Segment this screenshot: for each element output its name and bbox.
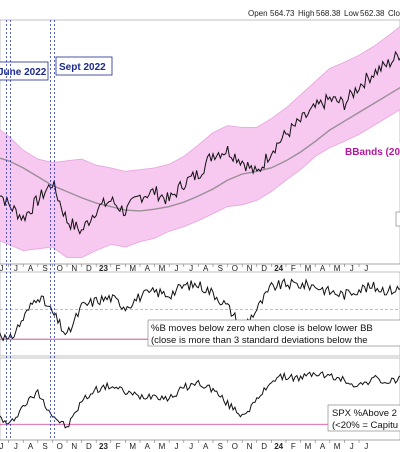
x-tick-label: S — [218, 264, 223, 273]
price-x-ticks: J J A S O N D 23 F M A M J J A S O N D 24 F M A M J J — [0, 264, 368, 273]
sept-2022-box — [55, 56, 113, 76]
pct-above-note-box — [327, 404, 400, 432]
x-tick-label: D — [86, 442, 92, 451]
x-tick-label: J — [0, 264, 3, 273]
percent-b-note-line-1: %B moves below zero when close is below … — [151, 323, 373, 334]
x-tick-label: 23 — [99, 442, 108, 451]
x-tick-label: M — [334, 442, 341, 451]
ohlc-low-value: 562.38 — [360, 9, 385, 18]
ohlc-high-label: High — [298, 9, 314, 18]
ohlc-open-value: 564.73 — [270, 9, 295, 18]
bbands-lower-line — [0, 109, 400, 258]
bbands-label-bg — [342, 143, 400, 159]
ohlc-close-label: Clo — [388, 9, 400, 18]
x-tick-label: F — [116, 264, 121, 273]
sept-2022-label: Sept 2022 — [59, 62, 106, 73]
percent-b-line — [0, 278, 400, 342]
pct-above-note-line-2: (<20% = Capitu — [332, 420, 398, 431]
x-tick-label: J — [175, 264, 179, 273]
x-tick-label: J — [189, 442, 193, 451]
x-tick-label: D — [261, 442, 267, 451]
x-tick-label: F — [291, 442, 296, 451]
x-tick-label: J — [189, 264, 193, 273]
x-tick-label: A — [145, 264, 151, 273]
x-tick-label: J — [175, 442, 179, 451]
x-tick-label: D — [261, 264, 267, 273]
ohlc-high-value: 568.38 — [316, 9, 341, 18]
x-tick-label: M — [129, 442, 136, 451]
x-tick-label: M — [159, 442, 166, 451]
x-tick-label: N — [71, 264, 77, 273]
x-tick-label: D — [86, 264, 92, 273]
ohlc-open-label: Open — [248, 9, 268, 18]
price-line — [0, 50, 400, 235]
x-tick-label: 24 — [274, 264, 283, 273]
x-tick-label: N — [247, 442, 253, 451]
x-tick-label: A — [28, 264, 34, 273]
x-tick-label: M — [159, 264, 166, 273]
x-tick-label: F — [291, 264, 296, 273]
bbands-label: BBands (20 — [345, 147, 400, 158]
bbands-fill — [0, 26, 400, 258]
x-tick-label: S — [42, 264, 47, 273]
x-tick-label: A — [203, 264, 209, 273]
x-tick-label: 24 — [274, 442, 283, 451]
x-tick-label: A — [145, 442, 151, 451]
x-tick-label: O — [57, 264, 63, 273]
x-tick-label: J — [364, 264, 368, 273]
x-tick-label: N — [247, 264, 253, 273]
x-tick-label: M — [305, 264, 312, 273]
x-tick-label: S — [218, 442, 223, 451]
x-tick-label: 23 — [99, 264, 108, 273]
legend-edge-box — [395, 211, 400, 227]
x-tick-label: J — [0, 442, 3, 451]
june-2022-box — [0, 61, 49, 81]
percent-b-note-line-2: (close is more than 3 standard deviation… — [151, 335, 368, 346]
pct-above-line — [0, 371, 400, 429]
x-tick-label: F — [116, 442, 121, 451]
x-tick-label: J — [364, 442, 368, 451]
x-tick-label: A — [320, 264, 326, 273]
x-tick-label: M — [305, 442, 312, 451]
bottom-x-ticks: J J A S O N D 23 F M A M J J A S O N D 24 F M A M J J — [0, 440, 368, 451]
x-tick-label: A — [28, 442, 34, 451]
bbands-upper-line — [0, 26, 400, 172]
x-tick-label: M — [334, 264, 341, 273]
price-panel — [0, 26, 400, 258]
x-tick-label: J — [14, 442, 18, 451]
moving-average-line — [0, 86, 400, 212]
x-tick-label: O — [232, 442, 238, 451]
x-tick-label: A — [203, 442, 209, 451]
pct-above-note-line-1: SPX %Above 2 — [332, 408, 397, 419]
x-tick-label: A — [320, 442, 326, 451]
june-2022-label: June 2022 — [0, 67, 47, 78]
x-tick-label: S — [42, 442, 47, 451]
ohlc-low-label: Low — [344, 9, 359, 18]
x-tick-label: J — [350, 264, 354, 273]
x-tick-label: N — [71, 442, 77, 451]
percent-b-note-box — [147, 319, 400, 347]
x-tick-label: O — [232, 264, 238, 273]
x-tick-label: M — [129, 264, 136, 273]
x-tick-label: J — [14, 264, 18, 273]
x-tick-label: J — [350, 442, 354, 451]
x-tick-label: O — [57, 442, 63, 451]
